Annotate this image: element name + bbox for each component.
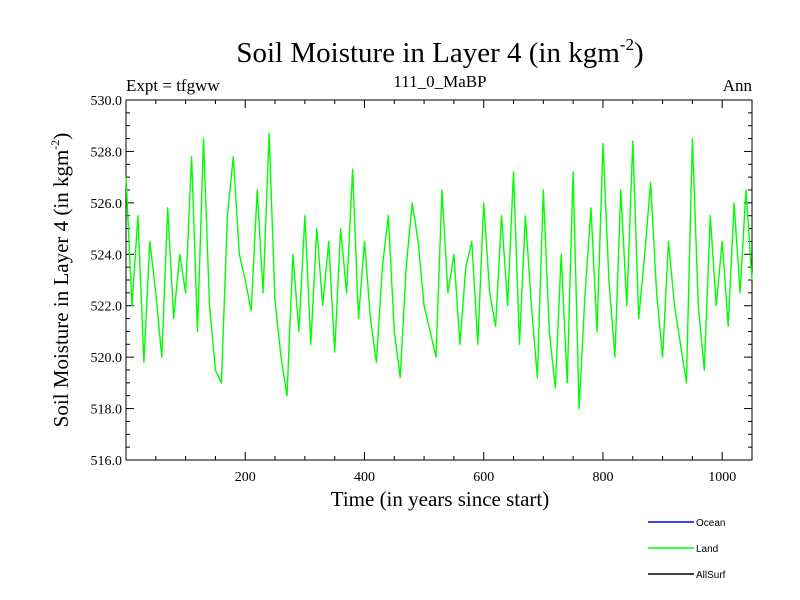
y-tick-label: 516.0 [91,454,123,469]
y-tick-label: 518.0 [91,403,123,418]
y-tick-label: 520.0 [91,351,123,366]
x-axis-ticks: 200 400 600 800 1000 [125,100,753,485]
y-tick-label: 526.0 [91,197,123,212]
x-tick-label: 200 [235,470,256,485]
legend: Ocean Land AllSurf [648,518,726,581]
y-tick-label: 528.0 [91,145,123,160]
experiment-label: Expt = tfgww [126,76,220,95]
x-tick-label: 400 [354,470,375,485]
season-label: Ann [723,76,753,95]
x-axis-label: Time (in years since start) [331,487,550,511]
y-axis-label: Soil Moisture in Layer 4 (in kgm-2) [48,133,73,428]
y-axis-label-superscript: -2 [48,140,62,150]
y-tick-label: 524.0 [91,248,123,263]
chart-title: Soil Moisture in Layer 4 (in kgm-2) [236,35,643,69]
series-group [125,132,753,410]
period-label: 111_0_MaBP [393,72,486,91]
y-tick-label: 530.0 [91,94,123,109]
x-tick-label: 800 [592,470,613,485]
y-tick-label: 522.0 [91,300,123,315]
chart-title-superscript: -2 [620,35,634,54]
legend-label-land: Land [696,544,718,555]
y-axis-ticks: 516.0 518.0 520.0 522.0 524.0 526.0 528.0 530.0 [91,94,752,469]
legend-label-ocean: Ocean [696,518,725,529]
x-tick-label: 600 [473,470,494,485]
x-tick-label: 1000 [708,470,736,485]
series-line-land [125,132,753,410]
legend-label-allsurf: AllSurf [696,570,726,581]
